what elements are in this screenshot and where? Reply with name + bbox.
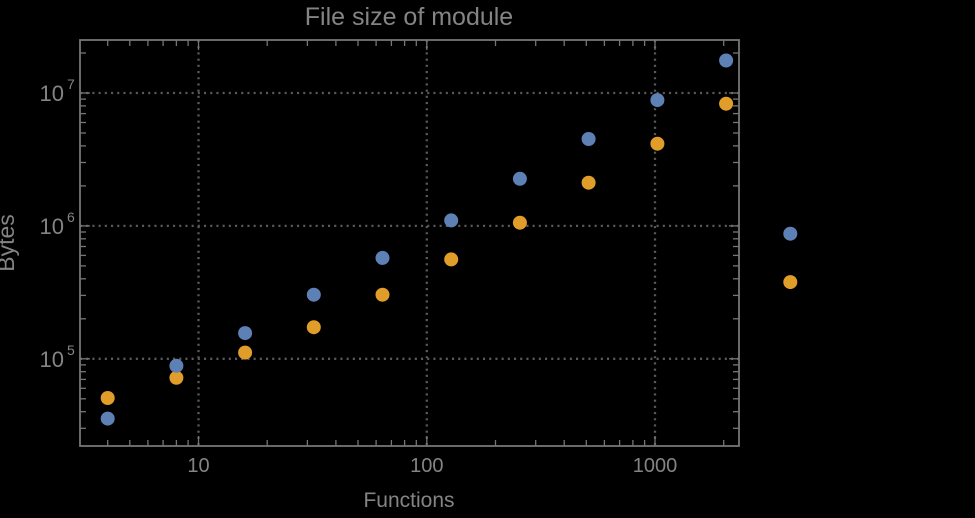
svg-text:5: 5 (67, 342, 75, 358)
svg-text:1000: 1000 (633, 455, 678, 477)
svg-text:File size of module: File size of module (305, 3, 513, 31)
svg-text:Bytes: Bytes (0, 214, 19, 272)
svg-text:10: 10 (40, 347, 64, 372)
svg-text:6: 6 (67, 209, 75, 225)
svg-text:10: 10 (187, 455, 209, 477)
svg-text:10: 10 (40, 81, 64, 106)
svg-text:7: 7 (67, 76, 75, 92)
svg-text:10: 10 (40, 214, 64, 239)
svg-text:100: 100 (410, 455, 443, 477)
svg-text:Functions: Functions (363, 489, 454, 512)
